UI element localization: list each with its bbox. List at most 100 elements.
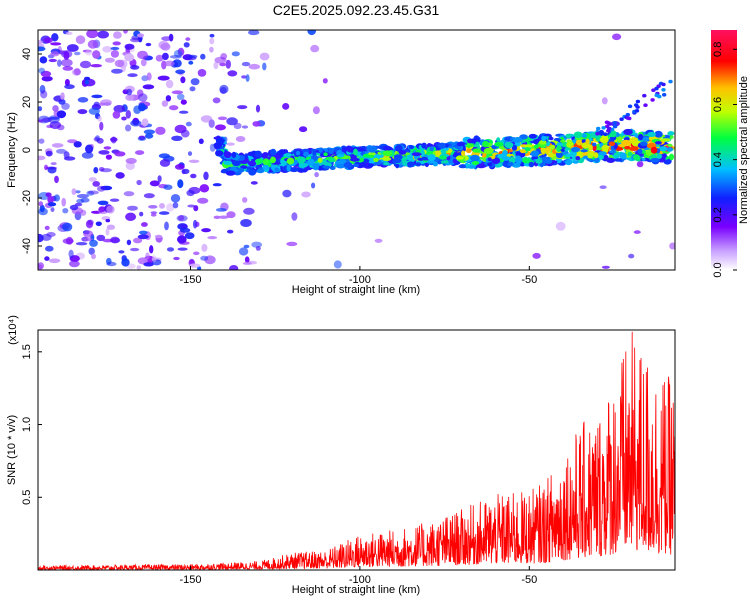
spectrogram-cell bbox=[241, 75, 247, 79]
spectrogram-cell bbox=[440, 149, 447, 156]
spectrogram-cell bbox=[544, 159, 553, 164]
spectrogram-cell bbox=[519, 149, 527, 154]
spectrogram-cell bbox=[176, 93, 185, 101]
spectrogram-cell bbox=[467, 138, 473, 144]
spectrogram-cell bbox=[595, 131, 600, 136]
spectrogram-cell bbox=[67, 139, 78, 144]
spectrogram-cell bbox=[148, 205, 158, 209]
spectrogram-cell bbox=[654, 130, 663, 138]
spectrogram-cell bbox=[51, 143, 64, 148]
spectrogram-cell bbox=[317, 157, 323, 163]
snr-panel: -150 -100 -50 0.5 1.0 1.5 Height of straight… bbox=[6, 315, 676, 596]
spectrogram-cell bbox=[427, 154, 436, 161]
spectrogram-cell bbox=[127, 73, 138, 78]
spectrogram-cell bbox=[601, 144, 609, 151]
spectrogram-cell bbox=[466, 143, 474, 148]
spectrogram-cell bbox=[231, 51, 240, 57]
spectrogram-cell bbox=[608, 141, 616, 147]
spectrogram-cell bbox=[84, 76, 91, 81]
spectrogram-cell bbox=[199, 184, 210, 193]
spectrogram-cell bbox=[226, 211, 236, 219]
spectrogram-cell bbox=[60, 58, 73, 67]
spectrogram-cell bbox=[592, 144, 597, 152]
spectrogram-cell bbox=[524, 147, 531, 152]
colorbar-tick-label: 0.2 bbox=[712, 207, 724, 222]
spectrogram-cell bbox=[601, 126, 606, 130]
spectrogram-cell bbox=[407, 161, 415, 168]
spectrogram-cell bbox=[215, 137, 225, 144]
spectrogram-cell bbox=[38, 46, 46, 52]
spectrogram-cell bbox=[312, 150, 317, 157]
spectrogram-cell bbox=[83, 230, 94, 238]
spectrogram-cell bbox=[139, 211, 144, 217]
spectrogram-cell bbox=[112, 110, 121, 119]
spectrogram-cell bbox=[470, 154, 480, 162]
spectrogram-cell bbox=[576, 138, 583, 146]
spectrogram-cell bbox=[322, 165, 331, 169]
spectrogram-cell bbox=[392, 158, 402, 164]
spectrogram-cell bbox=[193, 251, 200, 256]
spectrogram-cell bbox=[155, 54, 164, 62]
colorbar: 0.0 0.2 0.4 0.6 0.8 Normalized spectral ampl… bbox=[711, 30, 750, 278]
spectrogram-cell bbox=[77, 109, 88, 115]
x-tick-label: -50 bbox=[521, 274, 537, 286]
spectrogram-cell bbox=[88, 107, 100, 115]
spectrogram-cell bbox=[173, 256, 180, 261]
spectrogram-cell bbox=[110, 236, 120, 244]
spectrogram-cell bbox=[138, 103, 146, 112]
spectrogram-cell bbox=[667, 143, 673, 147]
spectrogram-cell bbox=[45, 192, 52, 197]
spectrogram-cell bbox=[373, 157, 379, 163]
spectrogram-cell bbox=[507, 163, 513, 167]
spectrogram-cell bbox=[105, 154, 112, 160]
spectrogram-cell bbox=[565, 159, 572, 166]
spectrogram-cell bbox=[159, 203, 165, 209]
spectrogram-cell bbox=[38, 40, 44, 44]
spectrogram-cell bbox=[637, 148, 643, 155]
x-tick-label: -150 bbox=[179, 574, 201, 586]
spectrogram-cell bbox=[623, 128, 633, 136]
spectrogram-cell bbox=[293, 159, 298, 165]
spectrogram-cell bbox=[40, 90, 48, 99]
spectrogram-cell bbox=[57, 59, 62, 67]
spectrogram-cell bbox=[88, 177, 97, 182]
spectrogram-cell bbox=[220, 53, 228, 60]
spectrogram-cell bbox=[197, 197, 209, 204]
spectrogram-cell bbox=[75, 35, 86, 45]
spectrogram-cell bbox=[184, 232, 195, 240]
spectrogram-cell bbox=[158, 153, 170, 159]
spectrogram-cell bbox=[47, 166, 57, 174]
spectrogram-cell bbox=[502, 156, 511, 161]
spectrogram-cell bbox=[439, 155, 447, 160]
spectrogram-y-ticks: -40 -20 0 20 40 bbox=[21, 48, 42, 254]
spectrogram-cell bbox=[608, 133, 615, 138]
spectrogram-cell bbox=[628, 253, 635, 259]
spectrogram-cell bbox=[193, 219, 198, 229]
spectrogram-cell bbox=[106, 205, 115, 214]
spectrogram-cell bbox=[64, 79, 70, 86]
spectrogram-cell bbox=[183, 42, 190, 48]
spectrogram-cell bbox=[530, 150, 540, 157]
spectrogram-cell bbox=[203, 171, 209, 181]
spectrogram-cell bbox=[38, 201, 43, 207]
spectrogram-cell bbox=[383, 161, 389, 166]
y-tick-label: 0 bbox=[21, 147, 33, 153]
spectrogram-x-axis-label: Height of straight line (km) bbox=[292, 284, 420, 296]
spectrogram-cell bbox=[581, 152, 589, 156]
spectrogram-cell bbox=[656, 153, 663, 159]
spectrogram-cell bbox=[608, 150, 617, 154]
spectrogram-cell bbox=[186, 189, 195, 197]
spectrogram-cell bbox=[248, 160, 257, 167]
spectrogram-cell bbox=[650, 98, 655, 102]
spectrogram-cell bbox=[555, 151, 564, 159]
spectrogram-cell bbox=[395, 144, 403, 152]
spectrogram-cell bbox=[310, 44, 320, 53]
spectrogram-cell bbox=[91, 253, 96, 260]
spectrogram-cell bbox=[121, 258, 130, 267]
spectrogram-cell bbox=[130, 247, 140, 252]
spectrogram-cell bbox=[467, 165, 476, 169]
spectrogram-cell bbox=[231, 151, 237, 158]
spectrogram-cell bbox=[508, 156, 517, 164]
spectrogram-cell bbox=[619, 152, 627, 159]
spectrogram-cell bbox=[68, 249, 74, 259]
